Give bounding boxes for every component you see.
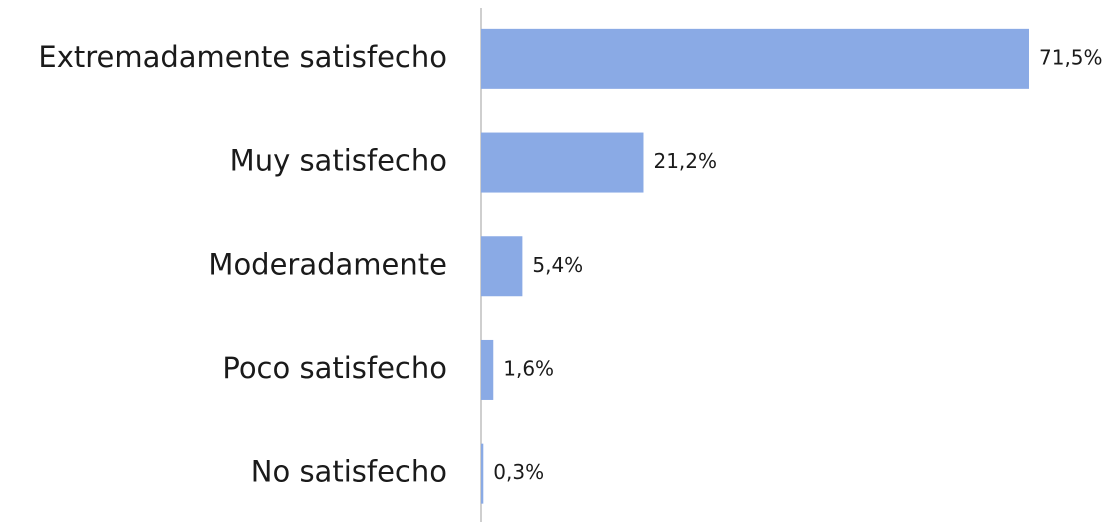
category-label: Extremadamente satisfecho (38, 40, 447, 74)
value-label: 5,4% (532, 253, 583, 277)
value-label: 21,2% (653, 149, 717, 173)
category-label: Muy satisfecho (230, 144, 447, 178)
category-label: Poco satisfecho (222, 351, 447, 385)
value-label: 0,3% (493, 460, 544, 484)
category-label: Moderadamente (208, 247, 447, 281)
bar (481, 132, 644, 193)
bar (481, 339, 494, 400)
bar (481, 28, 1029, 89)
category-label: No satisfecho (251, 455, 447, 489)
bar (481, 443, 484, 504)
value-label: 1,6% (503, 356, 554, 380)
value-label: 71,5% (1039, 45, 1103, 69)
bar (481, 236, 523, 297)
